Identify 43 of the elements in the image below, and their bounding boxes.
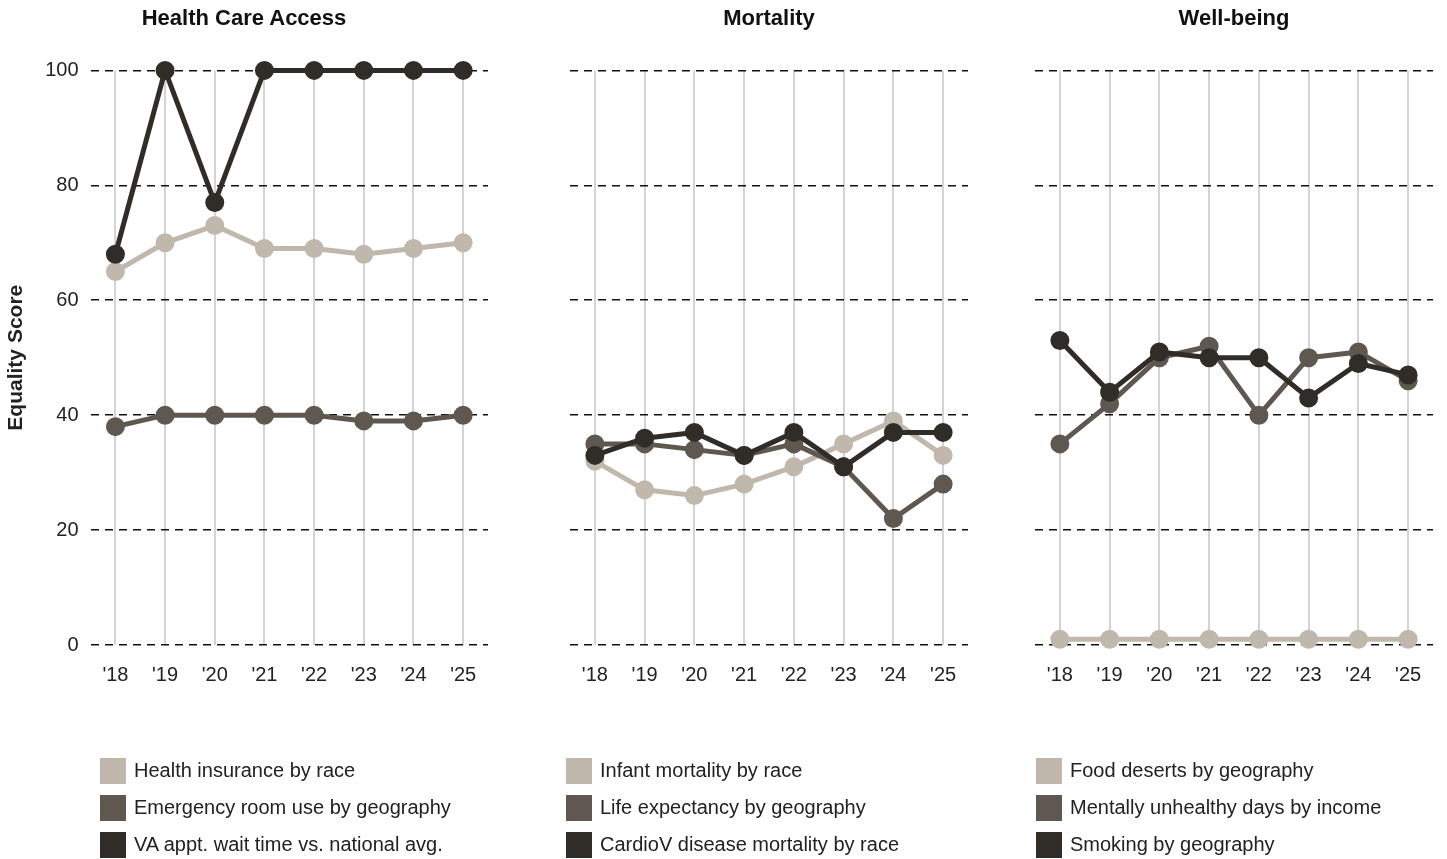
y-tick-label: 60 <box>56 287 79 310</box>
x-tick-label: '18 <box>102 662 129 685</box>
legend-label: Life expectancy by geography <box>600 796 866 819</box>
x-tick-label: '24 <box>400 662 427 685</box>
x-tick-label: '22 <box>1245 662 1272 685</box>
x-tick-label: '18 <box>581 662 608 685</box>
x-tick-label: '23 <box>1295 662 1322 685</box>
legend-label: Smoking by geography <box>1070 833 1275 856</box>
x-tick-label: '20 <box>1146 662 1173 685</box>
legend-label: Health insurance by race <box>134 759 356 782</box>
y-tick-label: 80 <box>56 172 79 195</box>
x-tick-label: '22 <box>301 662 328 685</box>
legend-label: VA appt. wait time vs. national avg. <box>134 833 443 856</box>
legend-label: Emergency room use by geography <box>134 796 451 819</box>
x-tick-label: '19 <box>631 662 658 685</box>
chart-title: Well-being <box>1178 5 1290 31</box>
legend-label: Mentally unhealthy days by income <box>1070 796 1382 819</box>
x-tick-label: '24 <box>1345 662 1372 685</box>
chart-title: Health Care Access <box>141 5 347 31</box>
x-tick-label: '25 <box>450 662 477 685</box>
legend-label: Food deserts by geography <box>1070 759 1314 782</box>
x-tick-label: '19 <box>1096 662 1123 685</box>
x-tick-label: '21 <box>1196 662 1223 685</box>
y-tick-label: 40 <box>56 402 79 425</box>
x-tick-label: '25 <box>930 662 957 685</box>
legend-label: CardioV disease mortality by race <box>600 833 900 856</box>
x-tick-label: '18 <box>1046 662 1073 685</box>
x-tick-label: '24 <box>880 662 907 685</box>
x-tick-label: '21 <box>731 662 758 685</box>
x-tick-label: '19 <box>152 662 179 685</box>
legend-label: Infant mortality by race <box>600 759 803 782</box>
y-tick-label: 100 <box>45 57 79 80</box>
chart-title: Mortality <box>723 5 816 31</box>
x-tick-label: '22 <box>780 662 807 685</box>
x-tick-label: '25 <box>1395 662 1422 685</box>
y-tick-label: 20 <box>56 517 79 540</box>
x-tick-label: '20 <box>681 662 708 685</box>
y-tick-label: 0 <box>67 632 79 655</box>
x-tick-label: '23 <box>830 662 857 685</box>
y-axis-title: Equality Score <box>3 284 27 431</box>
x-tick-label: '23 <box>350 662 377 685</box>
x-tick-label: '20 <box>201 662 228 685</box>
x-tick-label: '21 <box>251 662 278 685</box>
